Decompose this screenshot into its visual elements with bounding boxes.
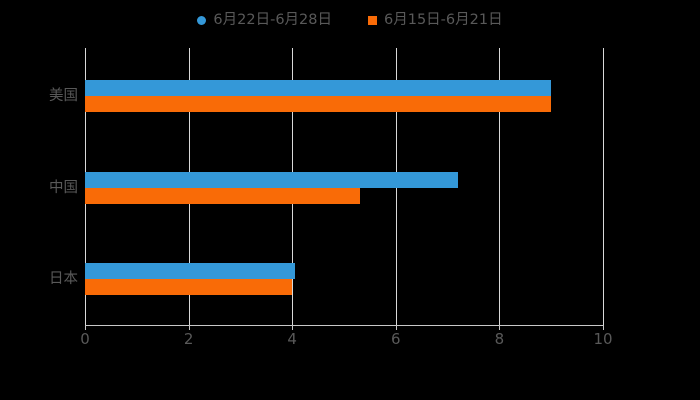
bar-series-2-category-1[interactable] [85,188,360,204]
x-tickmark-10 [603,325,604,330]
x-axis-tick-label-2: 2 [183,330,194,348]
x-axis-tick-label-0: 0 [80,330,90,348]
legend-label-series-2: 6月15日-6月21日 [384,11,503,28]
x-axis-tick-label-8: 8 [494,330,505,348]
bar-series-1-category-0[interactable] [85,80,552,96]
legend-label-series-1: 6月22日-6月28日 [213,11,332,28]
bar-series-1-category-2[interactable] [85,263,295,279]
bar-series-1-category-1[interactable] [85,172,458,188]
bar-series-2-category-0[interactable] [85,96,552,112]
x-axis-line [85,325,603,326]
x-axis-tick-label-6: 6 [391,330,401,348]
x-tickmark-2 [188,325,190,330]
x-tickmark-0 [85,325,86,330]
y-axis-label-2: 日本 [49,271,78,287]
x-tickmark-8 [499,325,501,330]
y-axis-label-0: 美国 [49,88,78,104]
x-tickmark-4 [292,325,294,330]
gridline-8 [499,48,501,325]
y-axis-label-1: 中国 [49,180,78,196]
legend-item-series-1[interactable]: 6月22日-6月28日 [197,13,332,28]
x-axis-tick-label-4: 4 [287,330,297,348]
y-axis-labels: 美国 中国 日本 [0,0,78,400]
gridline-10 [603,48,604,325]
x-axis-tick-label-10: 10 [593,330,613,348]
x-tickmark-6 [395,325,397,330]
bar-series-2-category-2[interactable] [85,279,293,295]
chart-legend: 6月22日-6月28日 6月15日-6月21日 [0,8,700,32]
legend-marker-square-icon [368,15,377,25]
legend-marker-circle-icon [197,15,207,25]
legend-item-series-2[interactable]: 6月15日-6月21日 [368,13,503,28]
plot-area [85,48,604,325]
